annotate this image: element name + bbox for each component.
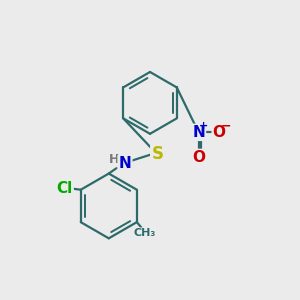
Text: O: O [192, 150, 205, 165]
Text: H: H [109, 153, 119, 166]
Text: S: S [152, 146, 164, 164]
Text: N: N [192, 125, 205, 140]
Text: Cl: Cl [56, 181, 73, 196]
Text: N: N [118, 156, 131, 171]
Text: +: + [199, 121, 208, 131]
Text: −: − [220, 119, 231, 132]
Text: CH₃: CH₃ [134, 228, 156, 238]
Text: O: O [213, 125, 226, 140]
